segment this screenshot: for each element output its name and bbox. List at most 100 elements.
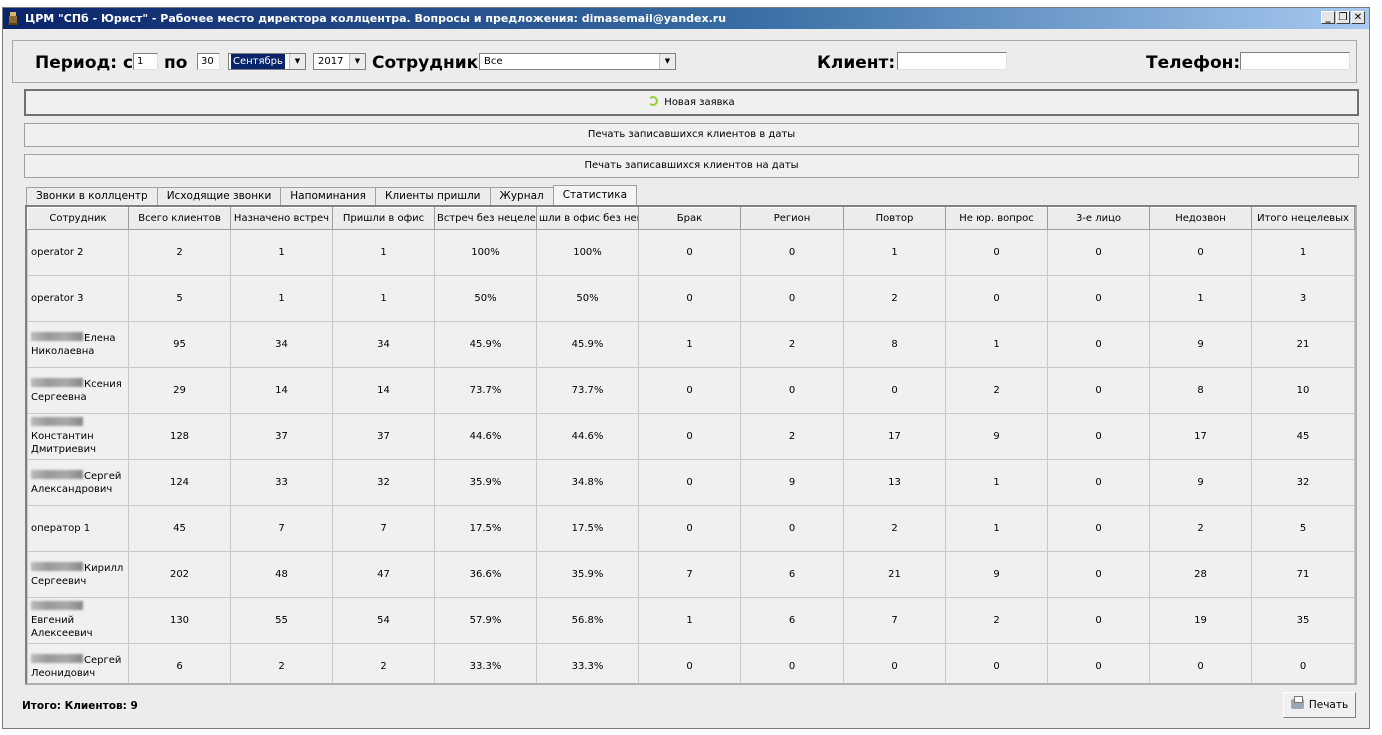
- redacted-surname: [31, 561, 83, 571]
- phone-input[interactable]: [1240, 52, 1350, 70]
- column-header[interactable]: Итого нецелевых: [1251, 207, 1355, 230]
- column-header[interactable]: Повтор: [843, 207, 946, 230]
- to-label: по: [164, 53, 188, 73]
- stat-cell: 9: [945, 551, 1048, 598]
- stat-cell: 0: [638, 367, 741, 414]
- stat-cell: 29: [128, 367, 231, 414]
- tab-journal[interactable]: Журнал: [489, 187, 554, 206]
- stat-cell: 37: [230, 413, 333, 460]
- day-to-input[interactable]: 30: [197, 53, 220, 70]
- print-button[interactable]: Печать: [1283, 692, 1356, 718]
- employee-name-cell: operator 2: [27, 229, 129, 276]
- chevron-down-icon[interactable]: ▼: [659, 54, 675, 69]
- stat-cell: 2: [1149, 505, 1252, 552]
- stat-cell: 0: [740, 367, 844, 414]
- column-header[interactable]: шли в офис без нец: [536, 207, 639, 230]
- tab-reminders[interactable]: Напоминания: [280, 187, 376, 206]
- table-row[interactable]: оператор 1 45 7 7 17.5% 17.5% 0 0 2 1 0 2 5: [27, 505, 1355, 552]
- stat-cell: 19: [1149, 597, 1252, 644]
- stat-cell: 45.9%: [536, 321, 639, 368]
- new-request-label: Новая заявка: [664, 97, 735, 108]
- redacted-surname: [31, 417, 83, 426]
- column-header[interactable]: Всего клиентов: [128, 207, 231, 230]
- client-input[interactable]: [897, 52, 1007, 70]
- stat-cell: 0: [1047, 643, 1150, 683]
- stat-cell: 50%: [536, 275, 639, 322]
- table-row[interactable]: Кирилл Сергеевич 202 48 47 36.6% 35.9% 7 6 21 9 0 28…: [27, 551, 1355, 598]
- stat-cell: 0: [945, 229, 1048, 276]
- employee-name-cell: Елена Николаевна: [27, 321, 129, 368]
- stat-cell: 2: [332, 643, 435, 683]
- stat-cell: 1: [1251, 229, 1355, 276]
- stat-cell: 1: [638, 597, 741, 644]
- tab-clients-came[interactable]: Клиенты пришли: [374, 187, 491, 206]
- table-row[interactable]: Ксения Сергеевна 29 14 14 73.7% 73.7% 0 0 0 2 0 8 10: [27, 367, 1355, 414]
- column-header[interactable]: Назначено встреч: [230, 207, 333, 230]
- main-window: ЦРМ "СПб - Юрист" - Рабочее место директ…: [2, 7, 1370, 729]
- stat-cell: 6: [128, 643, 231, 683]
- statistics-table: Сотрудник Всего клиентов Назначено встре…: [27, 207, 1355, 683]
- tab-calls-in[interactable]: Звонки в коллцентр: [26, 187, 158, 206]
- chevron-down-icon[interactable]: ▼: [349, 54, 365, 69]
- month-select[interactable]: Сентябрь ▼: [228, 53, 306, 70]
- employee-name-line2: Сергеевич: [31, 575, 87, 587]
- table-row[interactable]: operator 2 2 1 1 100% 100% 0 0 1 0 0 0 1: [27, 229, 1355, 276]
- stat-cell: 21: [1251, 321, 1355, 368]
- table-row[interactable]: Сергей Александрович 124 33 32 35.9% 34.8% 0 9 13…: [27, 459, 1355, 506]
- column-header[interactable]: Пришли в офис: [332, 207, 435, 230]
- table-row[interactable]: Елена Николаевна 95 34 34 45.9% 45.9% 1 2 8 1 0 9 21: [27, 321, 1355, 368]
- stat-cell: 13: [843, 459, 946, 506]
- employee-name-cell: Сергей Леонидович: [27, 643, 129, 683]
- chevron-down-icon[interactable]: ▼: [289, 54, 305, 69]
- stat-cell: 0: [1047, 505, 1150, 552]
- stat-cell: 34.8%: [536, 459, 639, 506]
- table-row[interactable]: Сергей Леонидович 6 2 2 33.3% 33.3% 0 0 0 0 0 0 0: [27, 643, 1355, 683]
- table-row[interactable]: operator 3 5 1 1 50% 50% 0 0 2 0 0 1 3: [27, 275, 1355, 322]
- column-header[interactable]: Не юр. вопрос: [945, 207, 1048, 230]
- stat-cell: 33.3%: [536, 643, 639, 683]
- column-header[interactable]: Сотрудник: [27, 207, 129, 230]
- stat-cell: 8: [1149, 367, 1252, 414]
- stat-cell: 100%: [434, 229, 537, 276]
- year-select[interactable]: 2017 ▼: [313, 53, 366, 70]
- stat-cell: 44.6%: [434, 413, 537, 460]
- column-header[interactable]: Брак: [638, 207, 741, 230]
- print-clients-in-dates-button[interactable]: Печать записавшихся клиентов в даты: [24, 123, 1359, 147]
- stat-cell: 17.5%: [434, 505, 537, 552]
- window-controls: _ ❐ ✕: [1321, 11, 1365, 24]
- stat-cell: 2: [945, 367, 1048, 414]
- filter-panel: Период: с 1 по 30 Сентябрь ▼ 2017 ▼ Сотр…: [12, 40, 1357, 83]
- stat-cell: 0: [638, 505, 741, 552]
- new-request-button[interactable]: Новая заявка: [24, 89, 1359, 116]
- stat-cell: 48: [230, 551, 333, 598]
- redacted-surname: [31, 653, 83, 663]
- redacted-surname: [31, 377, 83, 387]
- stat-cell: 2: [843, 275, 946, 322]
- stat-cell: 0: [1047, 459, 1150, 506]
- maximize-button[interactable]: ❐: [1336, 11, 1350, 24]
- stat-cell: 6: [740, 551, 844, 598]
- table-row[interactable]: Евгений Алексеевич 130 55 54 57.9% 56.8% 1 6 7 2 0 1…: [27, 597, 1355, 644]
- employee-select[interactable]: Все ▼: [479, 53, 676, 70]
- column-header[interactable]: 3-е лицо: [1047, 207, 1150, 230]
- employee-name-line2: Николаевна: [31, 345, 95, 357]
- stat-cell: 1: [332, 229, 435, 276]
- minimize-button[interactable]: _: [1321, 11, 1335, 24]
- stat-cell: 1: [1149, 275, 1252, 322]
- title-bar: ЦРМ "СПб - Юрист" - Рабочее место директ…: [3, 8, 1369, 29]
- employee-name-line1: operator 3: [31, 293, 84, 304]
- tab-outgoing-calls[interactable]: Исходящие звонки: [156, 187, 282, 206]
- employee-value: Все: [484, 56, 503, 67]
- column-header[interactable]: Встреч без нецеле: [434, 207, 537, 230]
- refresh-icon: [648, 96, 659, 106]
- stat-cell: 47: [332, 551, 435, 598]
- table-row[interactable]: Константин Дмитриевич 128 37 37 44.6% 44.6% 0 2…: [27, 413, 1355, 460]
- stat-cell: 1: [945, 321, 1048, 368]
- print-clients-for-dates-button[interactable]: Печать записавшихся клиентов на даты: [24, 154, 1359, 178]
- close-button[interactable]: ✕: [1351, 11, 1365, 24]
- day-from-input[interactable]: 1: [133, 53, 158, 70]
- tab-statistics[interactable]: Статистика: [552, 185, 638, 207]
- stat-cell: 0: [945, 275, 1048, 322]
- column-header[interactable]: Недозвон: [1149, 207, 1252, 230]
- column-header[interactable]: Регион: [740, 207, 844, 230]
